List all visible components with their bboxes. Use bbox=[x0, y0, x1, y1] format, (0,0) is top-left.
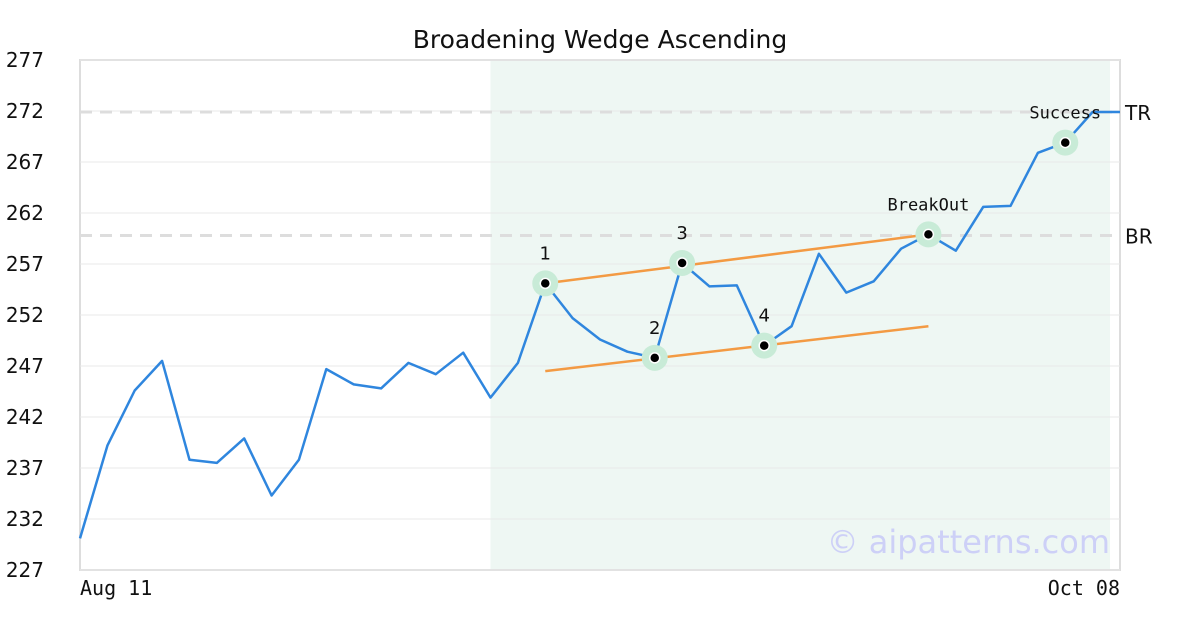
pivot-label-3: 3 bbox=[676, 223, 687, 244]
watermark: © aipatterns.com bbox=[827, 523, 1110, 561]
pivot-label-1: 1 bbox=[540, 243, 551, 264]
y-tick-label: 227 bbox=[6, 558, 44, 582]
y-tick-label: 272 bbox=[6, 99, 44, 123]
trendline bbox=[545, 233, 929, 285]
price-line bbox=[78, 110, 1120, 539]
reference-label-tr: TR bbox=[1124, 101, 1151, 125]
success-label: Success bbox=[1029, 104, 1101, 124]
pivot-point-4 bbox=[758, 339, 770, 352]
y-tick-label: 277 bbox=[6, 48, 44, 72]
y-tick-label: 267 bbox=[6, 150, 44, 174]
pivot-point-3 bbox=[676, 257, 688, 269]
y-tick-label: 232 bbox=[6, 507, 44, 531]
y-tick-label: 252 bbox=[6, 303, 44, 327]
pivot-point-1 bbox=[539, 277, 552, 290]
reference-label-br: BR bbox=[1125, 224, 1153, 248]
y-tick-label: 247 bbox=[6, 354, 44, 378]
pivot-label-4: 4 bbox=[758, 306, 769, 327]
y-tick-label: 257 bbox=[6, 252, 44, 276]
x-tick-label: Oct 08 bbox=[1048, 576, 1120, 600]
chart-title: Broadening Wedge Ascending bbox=[413, 25, 788, 54]
y-tick-label: 237 bbox=[6, 456, 44, 480]
pivot-label-2: 2 bbox=[649, 318, 660, 339]
y-tick-label: 262 bbox=[6, 201, 44, 225]
y-tick-label: 242 bbox=[6, 405, 44, 429]
trendline bbox=[545, 324, 929, 373]
breakout-point bbox=[922, 228, 935, 241]
success-point bbox=[1059, 136, 1072, 149]
pivot-point-2 bbox=[648, 352, 661, 364]
breakout-label: BreakOut bbox=[887, 195, 969, 215]
x-tick-label: Aug 11 bbox=[80, 576, 152, 600]
